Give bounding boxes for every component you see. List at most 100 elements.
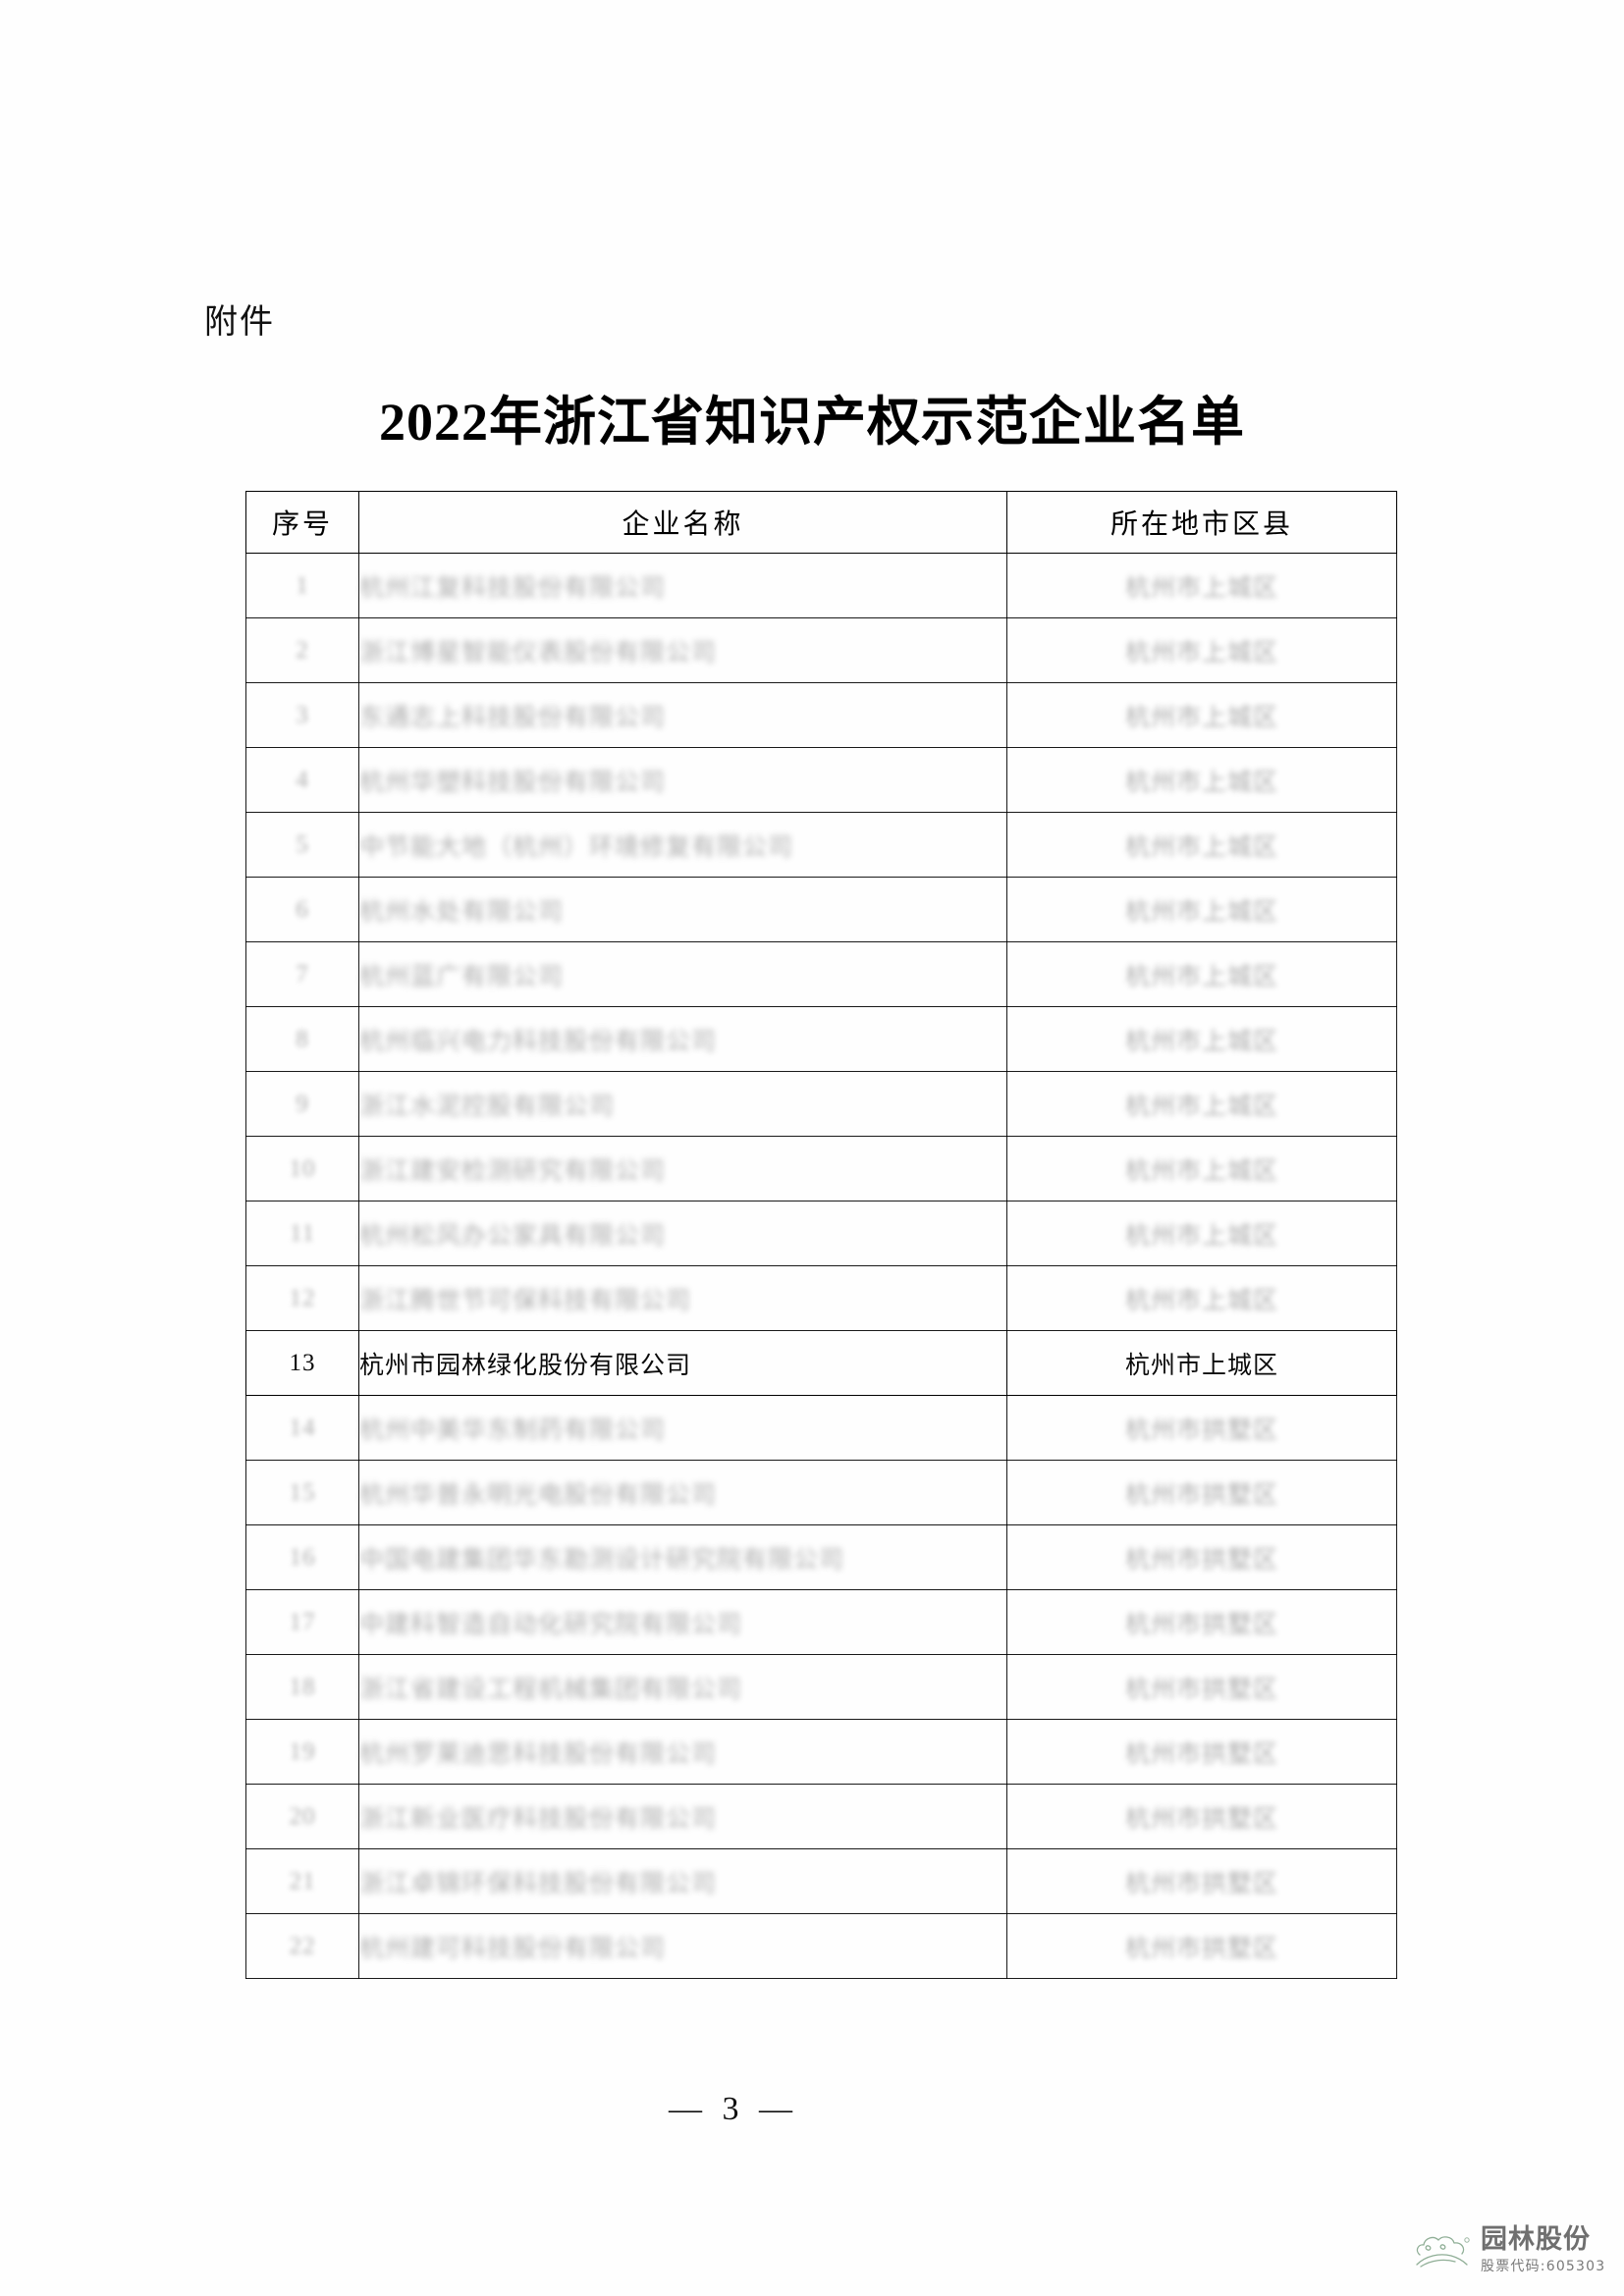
cell-location: 杭州市拱墅区: [1006, 1784, 1397, 1849]
cell-index: 2: [245, 617, 359, 683]
cell-location: 杭州市拱墅区: [1006, 1395, 1397, 1461]
cell-index: 18: [245, 1654, 359, 1720]
cell-company-name: 杭州华塑科技股份有限公司: [358, 747, 1007, 813]
cell-location: 杭州市上城区: [1006, 1006, 1397, 1072]
table-body: 1 杭州江复科技股份有限公司 杭州市上城区 2 浙江博星智能仪表股份有限公司 杭州市上城区…: [245, 553, 1397, 1979]
cell-location: 杭州市拱墅区: [1006, 1589, 1397, 1655]
logo-text-block: 园林股份 股票代码:605303: [1481, 2224, 1606, 2275]
table-row: 13 杭州市园林绿化股份有限公司 杭州市上城区: [245, 1330, 1397, 1396]
column-header-location: 所在地市区县: [1006, 491, 1397, 554]
table-row: 19 杭州罗莱迪思科技股份有限公司 杭州市拱墅区: [245, 1719, 1397, 1785]
cell-location: 杭州市拱墅区: [1006, 1524, 1397, 1590]
table-row: 5 中节能大地（杭州）环境修复有限公司 杭州市上城区: [245, 812, 1397, 878]
table-row: 21 浙江卓锦环保科技股份有限公司 杭州市拱墅区: [245, 1848, 1397, 1914]
cell-index: 16: [245, 1524, 359, 1590]
table-row: 10 浙江建安检测研究有限公司 杭州市上城区: [245, 1136, 1397, 1201]
cell-index: 1: [245, 553, 359, 618]
table-header-row: 序号 企业名称 所在地市区县: [245, 491, 1397, 554]
cell-index: 14: [245, 1395, 359, 1461]
cell-company-name: 浙江水泥控股有限公司: [358, 1071, 1007, 1137]
cell-company-name: 杭州松风办公家具有限公司: [358, 1201, 1007, 1266]
cell-index: 8: [245, 1006, 359, 1072]
table-row: 15 杭州华普永明光电股份有限公司 杭州市拱墅区: [245, 1460, 1397, 1525]
table-row: 8 杭州临兴电力科技股份有限公司 杭州市上城区: [245, 1006, 1397, 1072]
cell-company-name: 杭州江复科技股份有限公司: [358, 553, 1007, 618]
cell-index: 13: [245, 1330, 359, 1396]
cell-index: 17: [245, 1589, 359, 1655]
page-number: — 3 —: [669, 2091, 798, 2127]
table-row: 17 中建科智造自动化研究院有限公司 杭州市拱墅区: [245, 1589, 1397, 1655]
cell-index: 12: [245, 1265, 359, 1331]
cell-location: 杭州市上城区: [1006, 747, 1397, 813]
table-row: 6 杭州水处有限公司 杭州市上城区: [245, 877, 1397, 942]
cell-company-name: 中国电建集团华东勘测设计研究院有限公司: [358, 1524, 1007, 1590]
cell-company-name: 杭州临兴电力科技股份有限公司: [358, 1006, 1007, 1072]
cell-index: 4: [245, 747, 359, 813]
table-row: 4 杭州华塑科技股份有限公司 杭州市上城区: [245, 747, 1397, 813]
table-row: 7 杭州蓝广有限公司 杭州市上城区: [245, 941, 1397, 1007]
cell-location: 杭州市拱墅区: [1006, 1913, 1397, 1979]
cell-index: 6: [245, 877, 359, 942]
table-row: 22 杭州建可科技股份有限公司 杭州市拱墅区: [245, 1913, 1397, 1979]
cell-company-name: 浙江卓锦环保科技股份有限公司: [358, 1848, 1007, 1914]
cell-location: 杭州市上城区: [1006, 1330, 1397, 1396]
cell-location: 杭州市拱墅区: [1006, 1719, 1397, 1785]
cell-index: 5: [245, 812, 359, 878]
cell-location: 杭州市上城区: [1006, 617, 1397, 683]
table-row: 20 浙江新业医疗科技股份有限公司 杭州市拱墅区: [245, 1784, 1397, 1849]
cell-company-name: 中建科智造自动化研究院有限公司: [358, 1589, 1007, 1655]
cell-company-name: 杭州蓝广有限公司: [358, 941, 1007, 1007]
table-header: 序号 企业名称 所在地市区县: [245, 491, 1397, 554]
cell-location: 杭州市上城区: [1006, 877, 1397, 942]
cell-location: 杭州市拱墅区: [1006, 1848, 1397, 1914]
cell-company-name: 中节能大地（杭州）环境修复有限公司: [358, 812, 1007, 878]
cell-index: 10: [245, 1136, 359, 1201]
table-row: 16 中国电建集团华东勘测设计研究院有限公司 杭州市拱墅区: [245, 1524, 1397, 1590]
logo-company-name: 园林股份: [1481, 2224, 1591, 2255]
cell-company-name: 浙江博星智能仪表股份有限公司: [358, 617, 1007, 683]
cell-company-name: 杭州建可科技股份有限公司: [358, 1913, 1007, 1979]
cell-company-name: 浙江腾世节可保科技有限公司: [358, 1265, 1007, 1331]
table-row: 18 浙江省建设工程机械集团有限公司 杭州市拱墅区: [245, 1654, 1397, 1720]
cell-index: 19: [245, 1719, 359, 1785]
company-list-table-container: 序号 企业名称 所在地市区县 1 杭州江复科技股份有限公司 杭州市上城区 2 浙江博星智…: [245, 491, 1397, 1979]
cell-company-name: 杭州华普永明光电股份有限公司: [358, 1460, 1007, 1525]
cell-location: 杭州市上城区: [1006, 812, 1397, 878]
cell-index: 20: [245, 1784, 359, 1849]
cell-index: 11: [245, 1201, 359, 1266]
cell-index: 7: [245, 941, 359, 1007]
table-row: 2 浙江博星智能仪表股份有限公司 杭州市上城区: [245, 617, 1397, 683]
cell-company-name: 杭州市园林绿化股份有限公司: [358, 1330, 1007, 1396]
cell-index: 22: [245, 1913, 359, 1979]
cell-index: 3: [245, 682, 359, 748]
column-header-index: 序号: [245, 491, 359, 554]
company-list-table: 序号 企业名称 所在地市区县 1 杭州江复科技股份有限公司 杭州市上城区 2 浙江博星智…: [245, 491, 1397, 1979]
table-row: 12 浙江腾世节可保科技有限公司 杭州市上城区: [245, 1265, 1397, 1331]
cell-company-name: 杭州罗莱迪思科技股份有限公司: [358, 1719, 1007, 1785]
cell-company-name: 杭州水处有限公司: [358, 877, 1007, 942]
page-title: 2022年浙江省知识产权示范企业名单: [379, 393, 1245, 452]
cell-location: 杭州市上城区: [1006, 682, 1397, 748]
cell-company-name: 杭州中美华东制药有限公司: [358, 1395, 1007, 1461]
cell-location: 杭州市上城区: [1006, 1265, 1397, 1331]
cloud-tree-icon: [1412, 2229, 1473, 2272]
cell-location: 杭州市上城区: [1006, 1201, 1397, 1266]
cell-location: 杭州市上城区: [1006, 1071, 1397, 1137]
table-row: 9 浙江水泥控股有限公司 杭州市上城区: [245, 1071, 1397, 1137]
cell-company-name: 浙江省建设工程机械集团有限公司: [358, 1654, 1007, 1720]
table-row: 1 杭州江复科技股份有限公司 杭州市上城区: [245, 553, 1397, 618]
cell-index: 9: [245, 1071, 359, 1137]
company-watermark-logo: 园林股份 股票代码:605303: [1412, 2224, 1606, 2275]
cell-location: 杭州市拱墅区: [1006, 1460, 1397, 1525]
column-header-name: 企业名称: [358, 491, 1007, 554]
cell-index: 21: [245, 1848, 359, 1914]
table-row: 3 东通志上科技股份有限公司 杭州市上城区: [245, 682, 1397, 748]
cell-location: 杭州市上城区: [1006, 1136, 1397, 1201]
cell-location: 杭州市上城区: [1006, 941, 1397, 1007]
cell-company-name: 浙江建安检测研究有限公司: [358, 1136, 1007, 1201]
logo-stock-code: 股票代码:605303: [1481, 2259, 1606, 2275]
table-row: 11 杭州松风办公家具有限公司 杭州市上城区: [245, 1201, 1397, 1266]
cell-company-name: 浙江新业医疗科技股份有限公司: [358, 1784, 1007, 1849]
table-row: 14 杭州中美华东制药有限公司 杭州市拱墅区: [245, 1395, 1397, 1461]
